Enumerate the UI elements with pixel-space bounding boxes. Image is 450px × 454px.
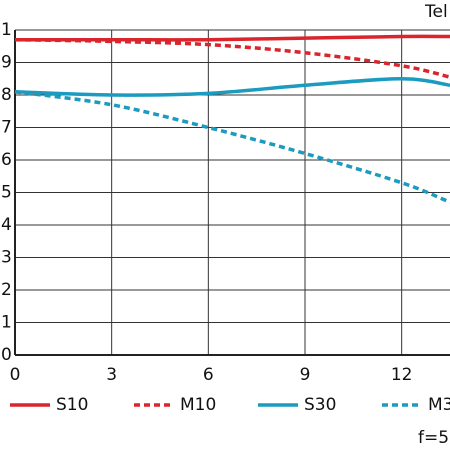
legend-label: S10 (56, 395, 88, 415)
y-tick-label: 5 (1, 183, 12, 203)
series-line (14, 76, 450, 97)
y-tick-label: 1 (1, 313, 12, 333)
legend-label: M10 (180, 395, 216, 415)
aperture-note: f=5. (418, 428, 450, 448)
x-tick-label: 12 (391, 365, 413, 385)
y-tick-label: 9 (1, 53, 12, 73)
series-line (14, 38, 450, 79)
y-tick-label: 4 (1, 215, 12, 235)
series-line (14, 90, 450, 204)
y-tick-label: 1 (1, 20, 12, 40)
y-tick-label: 6 (1, 150, 12, 170)
y-tick-label: 2 (1, 280, 12, 300)
y-tick-label: 7 (1, 118, 12, 138)
x-tick-label: 3 (106, 365, 117, 385)
x-tick-label: 9 (300, 365, 311, 385)
y-tick-label: 8 (1, 85, 12, 105)
y-tick-label: 3 (1, 248, 12, 268)
x-tick-label: 0 (10, 365, 21, 385)
y-tick-label: 0 (1, 345, 12, 365)
x-tick-label: 6 (203, 365, 214, 385)
legend-label: M3 (428, 395, 450, 415)
chart-title: Tel (424, 2, 448, 22)
legend-label: S30 (304, 395, 336, 415)
